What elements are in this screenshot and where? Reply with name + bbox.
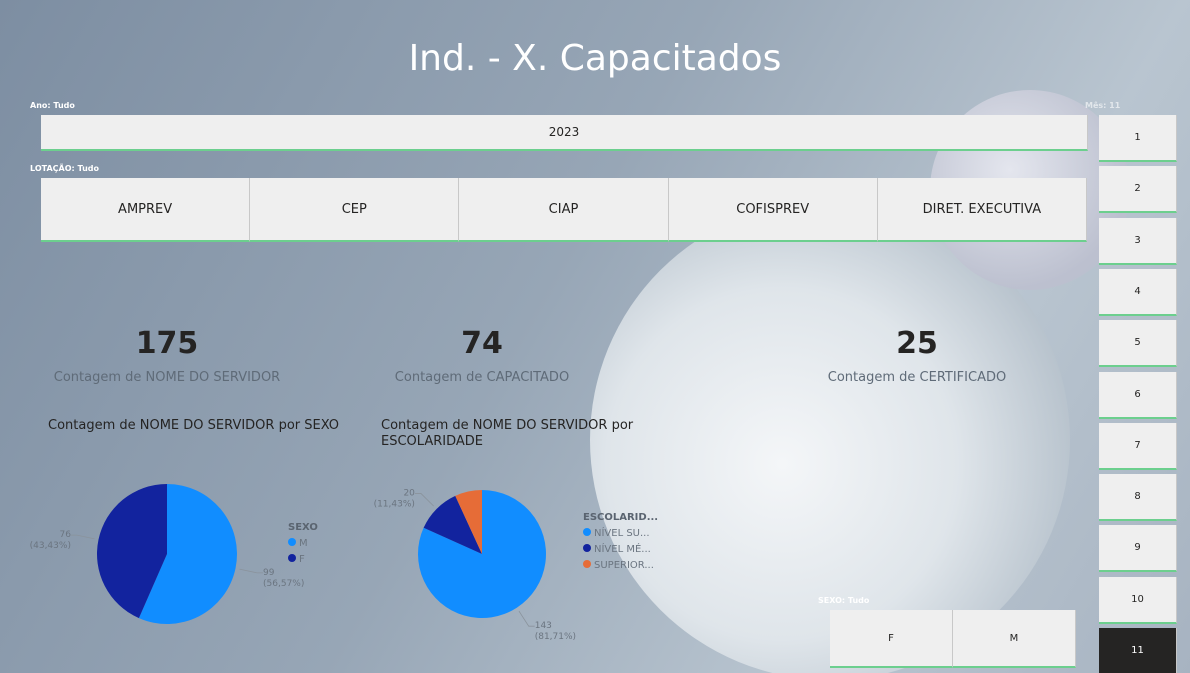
legend-marker [583,560,591,568]
data-label: 20 [403,488,415,498]
pie-slice [96,484,167,619]
slicer-label: Ano: Tudo [30,101,75,110]
data-label: (11,43%) [374,499,415,509]
kpi-label: Contagem de CERTIFICADO [827,370,1007,385]
slicer-button[interactable]: 4 [1099,268,1177,316]
legend-marker [583,544,591,552]
slicer-button[interactable]: M [953,610,1076,668]
data-label: (43,43%) [30,541,71,551]
legend-marker [583,528,591,536]
slicer-button[interactable]: AMPREV [41,178,251,242]
kpi-label: Contagem de CAPACITADO [394,370,570,385]
legend-title: ESCOLARID... [583,512,658,523]
slicer-label: LOTAÇÃO: Tudo [30,164,99,173]
leader-line [414,493,434,507]
slicer-label: Mês: 11 [1085,101,1121,110]
legend-title: SEXO [288,522,318,533]
data-label: 76 [60,530,72,540]
slicer-label: SEXO: Tudo [818,596,870,605]
leader-line [239,568,264,574]
slicer-button[interactable]: F [830,610,953,668]
kpi-value: 25 [896,326,938,361]
page-title: Ind. - X. Capacitados [408,38,782,79]
legend-marker [288,538,296,546]
slicer-button[interactable]: 5 [1099,320,1177,368]
legend-label: F [299,554,305,565]
slicer-button[interactable]: COFISPREV [668,178,878,242]
slicer-button[interactable]: 10 [1099,576,1177,624]
slicer-button[interactable]: 2023 [41,115,1088,151]
kpi-value: 74 [461,326,503,361]
legend-label: SUPERIOR... [594,560,654,571]
kpi-value: 175 [135,326,199,361]
data-label: 99 [263,568,275,578]
pie-slice [423,495,482,554]
data-label: (56,57%) [263,579,304,589]
slicer-button[interactable]: 3 [1099,217,1177,265]
slicer-button[interactable]: DIRET. EXECUTIVA [877,178,1087,242]
slicer-button[interactable]: CIAP [459,178,669,242]
legend-label: NÍVEL SU... [594,526,650,539]
slicer-button[interactable]: 9 [1099,525,1177,573]
pie-slice [138,484,237,625]
data-label: 143 [535,621,552,631]
leader-line [518,610,535,627]
slicer-button[interactable]: 2 [1099,166,1177,214]
chart-title: Contagem de NOME DO SERVIDOR por ESCOLAR… [381,418,634,449]
slicer-button[interactable]: 7 [1099,422,1177,470]
slicer-button[interactable]: CEP [250,178,460,242]
slicer-button[interactable]: 1 [1099,115,1177,162]
slicer-button[interactable]: 8 [1099,474,1177,522]
slicer-button[interactable]: 11 [1099,628,1177,673]
kpi-label: Contagem de NOME DO SERVIDOR [53,370,281,385]
legend-marker [288,554,296,562]
pie-slice [455,490,482,554]
chart-title: Contagem de NOME DO SERVIDOR por SEXO [48,418,340,433]
legend-label: M [299,538,308,549]
leader-line [70,534,95,540]
legend-label: NÍVEL MÉ... [594,542,651,555]
slicer-button[interactable]: 6 [1099,371,1177,419]
data-label: (81,71%) [535,632,576,642]
